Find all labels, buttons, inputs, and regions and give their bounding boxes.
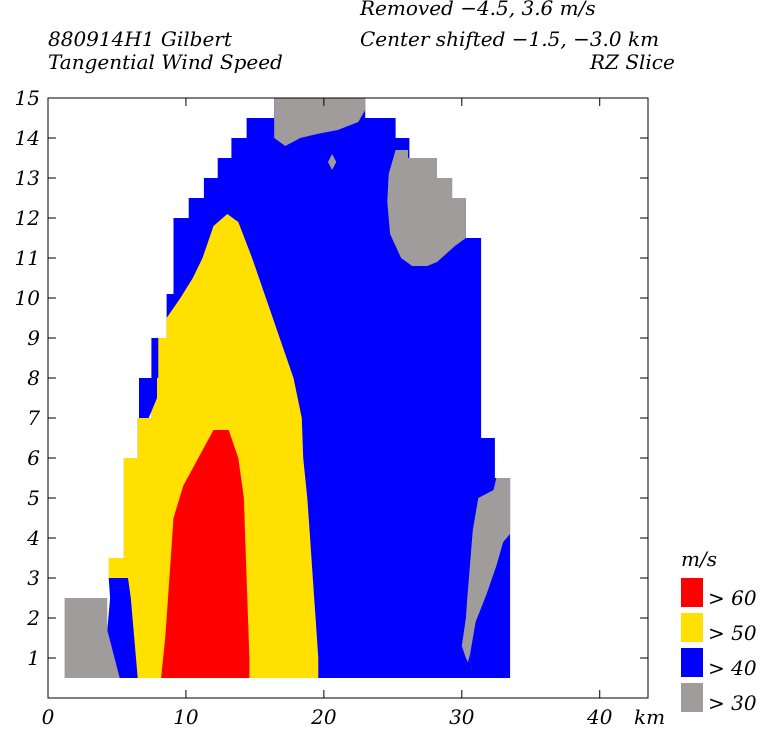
y-tick-label: 5 (27, 486, 40, 510)
legend-swatch (681, 683, 703, 712)
x-tick-label: 0 (42, 705, 55, 729)
region-gray-top (274, 98, 366, 146)
y-tick-label: 1 (27, 646, 40, 670)
y-tick-label: 4 (26, 526, 40, 550)
x-tick-label: 30 (449, 705, 475, 729)
region-gray-right (461, 478, 511, 670)
y-tick-label: 13 (15, 166, 40, 190)
x-tick-label: 40 (586, 705, 613, 729)
y-tick-label: 10 (15, 286, 41, 310)
legend-units: m/s (681, 547, 717, 571)
plot-frame (47, 97, 649, 699)
y-tick-label: 7 (27, 406, 40, 430)
legend-label: > 60 (708, 586, 757, 610)
field-name: Tangential Wind Speed (48, 50, 283, 74)
y-tick-label: 8 (27, 366, 40, 390)
legend-label: > 30 (708, 691, 757, 715)
y-tick-label: 2 (26, 606, 40, 630)
y-tick-label: 6 (27, 446, 40, 470)
region-blue-right-fill (465, 654, 472, 678)
region-gray-lower-left (64, 598, 120, 678)
wind-speed-regions (64, 98, 511, 678)
y-tick-label: 15 (15, 86, 40, 110)
center-shift-note: Center shifted −1.5, −3.0 km (360, 27, 660, 51)
region-blue-notch-left (139, 378, 157, 418)
y-tick-label: 3 (27, 566, 40, 590)
legend-label: > 40 (708, 656, 757, 680)
legend-swatch (681, 613, 703, 642)
storm-id: 880914H1 Gilbert (48, 27, 232, 51)
y-tick-label: 11 (15, 246, 40, 270)
x-tick-label: 20 (310, 705, 337, 729)
legend-label: > 50 (708, 621, 757, 645)
legend-swatch (681, 578, 703, 607)
region-gray-upper-right (387, 150, 466, 266)
removed-note: Removed −4.5, 3.6 m/s (360, 0, 596, 20)
x-tick-label: 10 (173, 705, 199, 729)
x-axis-label: km (634, 705, 665, 729)
slice-label: RZ Slice (590, 50, 675, 74)
x-axis: 0 10 20 30 40 (42, 98, 613, 729)
region-gray-diamond (328, 154, 337, 170)
y-tick-label: 9 (27, 326, 40, 350)
region-red-core (161, 430, 250, 678)
legend-swatch (681, 648, 703, 677)
y-tick-label: 14 (15, 126, 40, 150)
y-tick-label: 12 (15, 206, 40, 230)
